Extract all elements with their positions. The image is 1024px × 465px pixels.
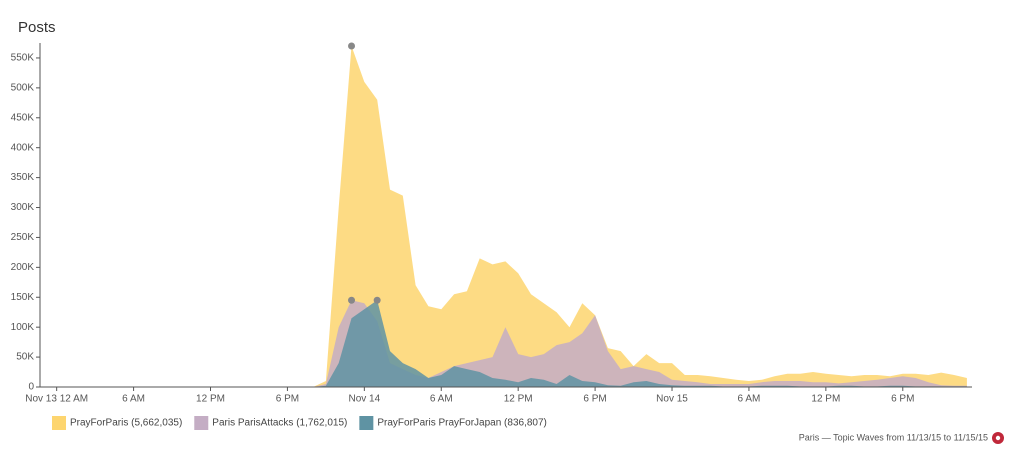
x-tick-label: 6 PM (583, 394, 606, 405)
y-tick-label: 150K (11, 292, 35, 303)
legend-text: PrayForParis PrayForJapan (836,807) (377, 418, 547, 429)
peak-dot (348, 42, 356, 50)
peak-dot (348, 296, 356, 304)
x-tick-label: 12 PM (196, 394, 225, 405)
y-tick-label: 0 (28, 382, 34, 393)
footer: Paris — Topic Waves from 11/13/15 to 11/… (799, 432, 988, 442)
y-tick-label: 500K (11, 83, 35, 94)
x-tick-label: 6 PM (891, 394, 914, 405)
x-tick-label: 12 PM (504, 394, 533, 405)
x-tick-label: 6 PM (276, 394, 299, 405)
y-tick-label: 100K (11, 322, 35, 333)
legend-swatch (52, 416, 66, 430)
peak-dot (373, 296, 381, 304)
chart-title: Posts (18, 19, 56, 36)
y-tick-label: 50K (16, 352, 34, 363)
x-tick-label: Nov 14 (348, 394, 380, 405)
legend-swatch (359, 416, 374, 430)
x-tick-label: 12 PM (811, 394, 840, 405)
y-tick-label: 400K (11, 142, 35, 153)
y-tick-label: 350K (11, 172, 35, 183)
area (56, 46, 967, 387)
legend-text: PrayForParis (5,662,035) (70, 418, 182, 429)
logo (992, 432, 1004, 444)
y-tick-label: 200K (11, 262, 35, 273)
y-tick-label: 300K (11, 202, 35, 213)
x-tick-label: Nov 13 12 AM (25, 394, 88, 405)
y-tick-label: 250K (11, 232, 35, 243)
x-tick-label: 6 AM (430, 394, 453, 405)
legend-text: Paris ParisAttacks (1,762,015) (212, 418, 347, 429)
y-tick-label: 550K (11, 53, 35, 64)
x-tick-label: 6 AM (122, 394, 145, 405)
area (56, 300, 967, 387)
x-tick-label: 6 AM (738, 394, 761, 405)
y-tick-label: 450K (11, 112, 35, 123)
legend-swatch (194, 416, 209, 430)
x-tick-label: Nov 15 (656, 394, 688, 405)
